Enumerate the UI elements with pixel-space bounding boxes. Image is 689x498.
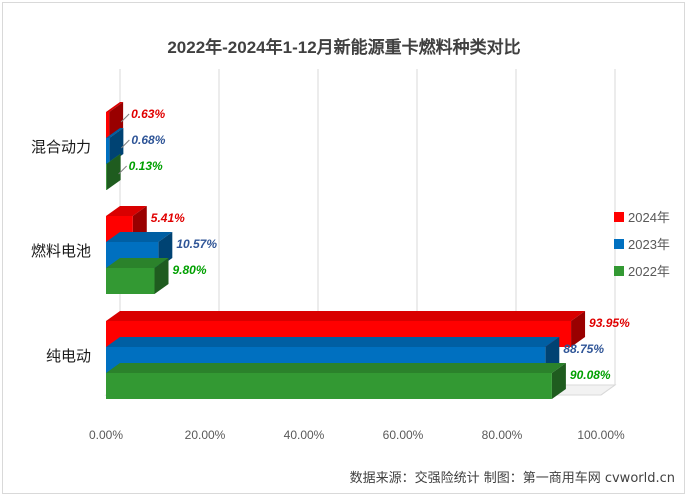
bar-top-face xyxy=(106,232,173,242)
data-label: 9.80% xyxy=(173,263,207,277)
bar-2022年-纯电动 xyxy=(106,363,566,399)
legend: 2024年 2023年 2022年 xyxy=(614,210,670,279)
legend-swatch xyxy=(614,212,624,222)
chart-title: 2022年-2024年1-12月新能源重卡燃料种类对比 xyxy=(167,37,520,57)
bar-front-face xyxy=(106,112,110,138)
legend-label: 2022年 xyxy=(628,264,670,279)
chart-frame: 2022年-2024年1-12月新能源重卡燃料种类对比 0.63% 0.68% 0.… xyxy=(2,2,685,494)
label-leader-line xyxy=(118,165,127,175)
bar-front-face xyxy=(106,268,155,294)
bar-front-face xyxy=(106,373,552,399)
x-tick-label: 40.00% xyxy=(284,428,325,442)
bar-top-face xyxy=(106,363,566,373)
data-labels: 0.63% 0.68% 0.13% 5.41% 10.57% 9.80% 93.95% 88.… xyxy=(118,107,630,382)
x-tick-label: 20.00% xyxy=(185,428,226,442)
legend-item-2023年: 2023年 xyxy=(614,237,670,252)
bars xyxy=(106,102,586,399)
bar-side-face xyxy=(154,258,169,294)
label-leader-line xyxy=(121,139,130,149)
legend-label: 2024年 xyxy=(628,210,670,225)
category-label: 纯电动 xyxy=(46,347,91,365)
data-label: 5.41% xyxy=(151,211,185,225)
bar-top-face xyxy=(106,102,124,112)
x-tick-label: 60.00% xyxy=(383,428,424,442)
bar-top-face xyxy=(106,154,121,164)
bar-top-face xyxy=(106,311,586,321)
bar-top-face xyxy=(106,206,147,216)
x-tick-label: 0.00% xyxy=(89,428,123,442)
bar-2022年-燃料电池 xyxy=(106,258,169,294)
legend-swatch xyxy=(614,266,624,276)
data-label: 88.75% xyxy=(563,342,604,356)
data-label: 90.08% xyxy=(570,368,611,382)
bar-front-face xyxy=(106,164,107,190)
data-label: 0.13% xyxy=(129,159,163,173)
bar-top-face xyxy=(106,258,169,268)
bar-side-face xyxy=(106,154,121,190)
bar-2022年-混合动力 xyxy=(106,154,121,190)
bar-top-face xyxy=(106,337,560,347)
data-label: 93.95% xyxy=(589,316,630,330)
bar-top-face xyxy=(106,128,124,138)
bar-side-face xyxy=(551,363,566,399)
bar-front-face xyxy=(106,138,110,164)
x-tick-label: 100.00% xyxy=(577,428,625,442)
data-label: 0.68% xyxy=(131,133,165,147)
gridline-floor xyxy=(600,384,616,396)
legend-item-2024年: 2024年 xyxy=(614,210,670,225)
bar-side-face xyxy=(571,311,586,347)
label-leader-line xyxy=(120,113,130,123)
legend-swatch xyxy=(614,239,624,249)
legend-label: 2023年 xyxy=(628,237,670,252)
category-label: 燃料电池 xyxy=(31,242,91,260)
data-label: 0.63% xyxy=(131,107,165,121)
chart-svg: 2022年-2024年1-12月新能源重卡燃料种类对比 0.63%0.68%0.… xyxy=(31,37,675,486)
legend-item-2022年: 2022年 xyxy=(614,264,670,279)
data-label: 10.57% xyxy=(176,237,217,251)
x-tick-labels: 0.00% 20.00% 40.00% 60.00% 80.00% 100.00% xyxy=(89,428,625,442)
x-tick-label: 80.00% xyxy=(482,428,523,442)
source-note: 数据来源：交强险统计 制图：第一商用车网 cvworld.cn xyxy=(350,470,675,486)
category-label: 混合动力 xyxy=(31,138,91,156)
